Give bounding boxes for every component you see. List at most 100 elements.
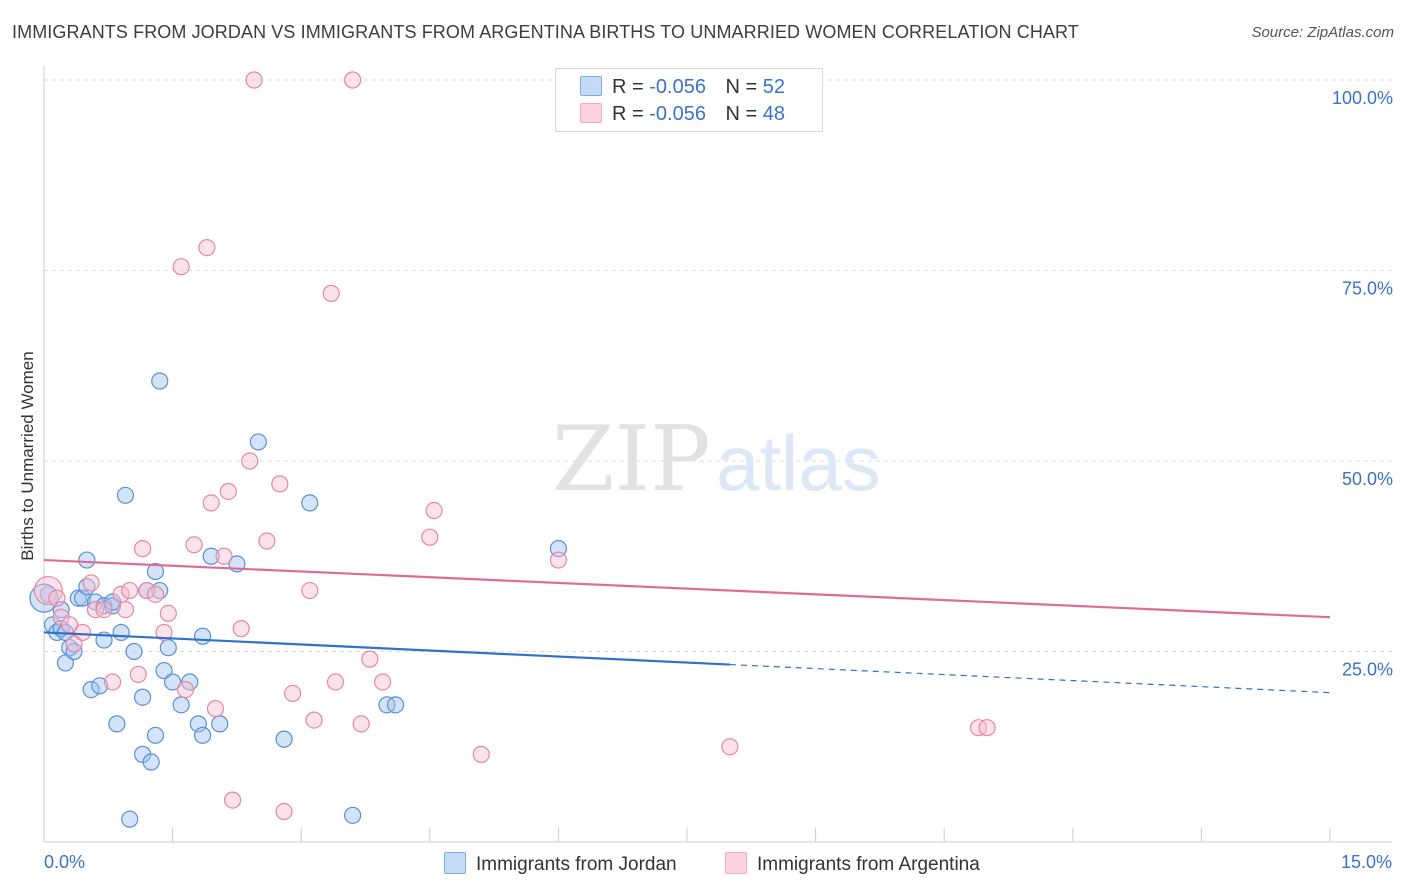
legend-r-label: R = <box>612 103 644 125</box>
point-argentina <box>305 711 323 729</box>
bottom-legend-label-jordan: Immigrants from Jordan <box>476 854 677 875</box>
point-argentina <box>241 452 259 470</box>
gridlines <box>44 79 1392 652</box>
legend-row-jordan: R = -0.056 N = 52 <box>580 76 785 100</box>
trend-lines <box>43 558 1331 694</box>
point-argentina <box>198 239 216 257</box>
point-argentina <box>258 532 276 550</box>
point-argentina <box>549 551 568 569</box>
legend-row-argentina: R = -0.056 N = 48 <box>580 103 785 127</box>
legend-r-value: -0.056 <box>649 76 706 98</box>
point-jordan <box>91 677 109 695</box>
watermark: ZIP atlas <box>552 407 881 512</box>
x-tick-max: 15.0% <box>1340 852 1392 872</box>
point-argentina <box>284 684 302 703</box>
legend: R = -0.056 N = 52 R = -0.056 N = 48 <box>555 68 823 132</box>
point-jordan <box>275 730 293 748</box>
point-argentina <box>344 71 362 89</box>
point-jordan <box>142 753 160 771</box>
point-argentina <box>176 680 195 699</box>
y-tick-labels: 25.0% 50.0% 75.0% 100.0% <box>1332 88 1393 680</box>
bottom-legend-argentina: Immigrants from Argentina <box>725 852 980 876</box>
legend-n-value: 48 <box>762 103 786 125</box>
bottom-legend-jordan: Immigrants from Jordan <box>444 852 677 876</box>
point-argentina <box>322 284 340 302</box>
watermark-atlas: atlas <box>716 419 881 507</box>
point-jordan <box>146 726 165 744</box>
point-argentina <box>271 475 289 493</box>
point-argentina <box>352 715 370 733</box>
point-argentina <box>472 745 490 763</box>
legend-r-label: R = <box>612 76 644 98</box>
y-tick-label: 100.0% <box>1332 88 1393 108</box>
point-jordan <box>172 696 190 714</box>
point-argentina <box>301 581 319 600</box>
point-argentina <box>82 574 100 592</box>
trend-line-jordan <box>43 631 730 666</box>
point-jordan <box>82 680 100 699</box>
point-jordan <box>155 661 173 680</box>
y-tick-label: 25.0% <box>1342 660 1393 680</box>
point-jordan <box>69 589 87 607</box>
point-argentina <box>65 635 83 653</box>
point-argentina <box>73 623 92 642</box>
point-jordan <box>133 688 152 706</box>
point-jordan <box>194 627 212 645</box>
point-argentina <box>326 673 345 691</box>
point-argentina <box>146 585 165 603</box>
point-argentina <box>159 604 177 623</box>
point-jordan <box>108 715 126 733</box>
legend-n-label: N = <box>725 76 758 98</box>
point-jordan <box>112 623 130 642</box>
bottom-legend-swatch-argentina <box>725 852 747 874</box>
point-jordan <box>78 551 96 569</box>
legend-n-label: N = <box>725 103 758 125</box>
point-jordan <box>194 726 212 744</box>
point-argentina <box>978 719 996 737</box>
y-tick-label: 50.0% <box>1342 469 1393 489</box>
point-jordan <box>202 547 220 565</box>
point-argentina <box>172 258 190 276</box>
point-jordan <box>211 715 229 733</box>
point-argentina <box>232 620 250 638</box>
point-jordan <box>386 696 405 714</box>
data-points <box>29 71 996 828</box>
point-argentina <box>121 581 139 600</box>
point-argentina <box>374 673 392 691</box>
point-argentina <box>95 600 113 619</box>
legend-swatch-jordan <box>580 76 602 96</box>
point-jordan <box>344 806 362 824</box>
y-axis-label: Births to Unmarried Women <box>18 351 37 561</box>
point-argentina <box>219 482 237 501</box>
point-argentina <box>215 547 233 565</box>
chart-source: Source: ZipAtlas.com <box>1251 24 1394 41</box>
point-jordan <box>301 494 319 512</box>
point-argentina <box>245 71 263 89</box>
bottom-legend-label-argentina: Immigrants from Argentina <box>757 854 980 875</box>
point-argentina <box>224 791 242 809</box>
trend-line-argentina <box>43 558 1331 619</box>
point-jordan <box>39 585 57 603</box>
point-jordan <box>164 673 182 691</box>
point-jordan <box>159 639 177 657</box>
bottom-legend-swatch-jordan <box>444 852 466 874</box>
point-jordan <box>249 433 267 451</box>
point-argentina <box>721 738 739 756</box>
point-argentina <box>185 536 203 554</box>
point-argentina <box>133 540 152 558</box>
legend-swatch-argentina <box>580 103 602 123</box>
point-argentina <box>138 581 156 600</box>
point-argentina <box>116 600 135 619</box>
axes <box>43 66 1392 843</box>
point-argentina <box>361 650 379 668</box>
legend-n-value: 52 <box>762 76 786 98</box>
legend-r-value: -0.056 <box>649 103 706 125</box>
point-jordan <box>29 583 59 613</box>
watermark-zip: ZIP <box>552 407 711 512</box>
point-argentina <box>48 589 66 607</box>
point-argentina <box>103 673 122 691</box>
bottom-legend: Immigrants from Jordan Immigrants from A… <box>0 852 1406 878</box>
chart-title: IMMIGRANTS FROM JORDAN VS IMMIGRANTS FRO… <box>12 22 1079 42</box>
y-tick-label: 75.0% <box>1342 279 1393 299</box>
